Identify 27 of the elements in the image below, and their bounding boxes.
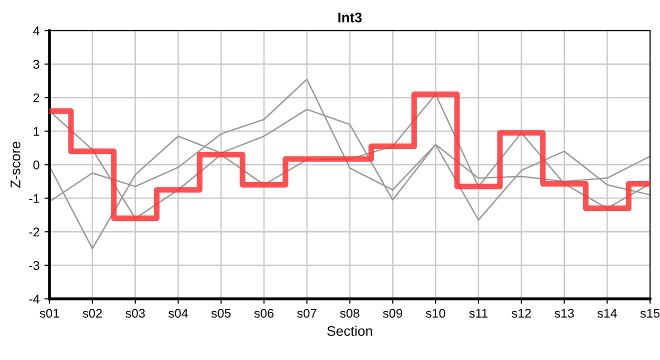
y-axis-title: Z-score bbox=[10, 142, 20, 188]
x-tick-label: s05 bbox=[211, 308, 231, 318]
x-tick-label: s08 bbox=[340, 308, 360, 318]
x-tick-label: s06 bbox=[254, 308, 274, 318]
y-tick-label: -2 bbox=[29, 228, 40, 236]
y-tick-label: 3 bbox=[33, 60, 40, 69]
x-tick-label: s13 bbox=[554, 308, 574, 318]
y-tick-label: -1 bbox=[29, 194, 40, 203]
x-tick-label: s03 bbox=[126, 308, 145, 318]
x-tick-label: s01 bbox=[40, 308, 59, 318]
x-tick-label: s14 bbox=[597, 308, 617, 318]
x-tick-label: s02 bbox=[82, 308, 102, 318]
x-tick-label: s11 bbox=[469, 308, 488, 318]
y-tick-label: -4 bbox=[29, 294, 40, 304]
x-tick-label: s15 bbox=[640, 308, 660, 318]
x-tick-label: s12 bbox=[512, 308, 531, 318]
x-tick-label: s04 bbox=[168, 308, 188, 318]
chart-title: Int3 bbox=[338, 12, 362, 22]
y-tick-label: 1 bbox=[34, 127, 40, 136]
y-tick-label: 2 bbox=[33, 93, 40, 102]
x-tick-label: s09 bbox=[382, 308, 402, 318]
y-tick-label: 0 bbox=[33, 160, 40, 170]
y-tick-label: 4 bbox=[33, 26, 40, 36]
x-tick-label: s07 bbox=[297, 308, 316, 318]
x-tick-label: s10 bbox=[426, 308, 446, 318]
y-tick-label: -3 bbox=[29, 261, 40, 270]
x-axis-title: Section bbox=[327, 326, 372, 336]
